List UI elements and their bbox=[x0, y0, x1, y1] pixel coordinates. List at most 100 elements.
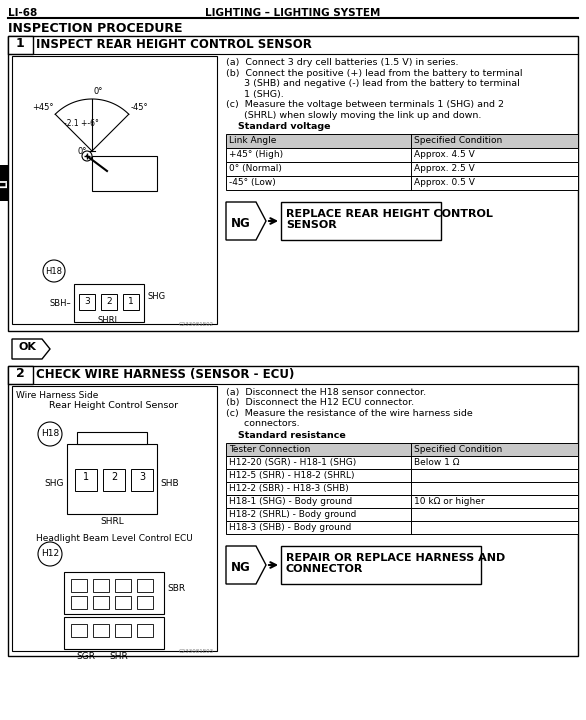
Bar bbox=[92, 156, 157, 191]
Text: +45° (High): +45° (High) bbox=[229, 150, 283, 159]
Text: H12-20 (SGR) - H18-1 (SHG): H12-20 (SGR) - H18-1 (SHG) bbox=[229, 458, 356, 467]
Bar bbox=[67, 444, 157, 514]
Bar bbox=[8, 366, 578, 656]
Bar bbox=[226, 162, 578, 176]
Text: LI: LI bbox=[0, 178, 9, 188]
Text: H12-2 (SBR) - H18-3 (SHB): H12-2 (SBR) - H18-3 (SHB) bbox=[229, 484, 349, 493]
Bar bbox=[226, 176, 578, 190]
Bar bbox=[137, 624, 153, 637]
Text: SHG: SHG bbox=[45, 479, 64, 488]
Bar bbox=[115, 596, 131, 609]
Bar bbox=[75, 469, 97, 491]
Text: Specified Condition: Specified Condition bbox=[414, 445, 502, 454]
Text: 2: 2 bbox=[106, 297, 112, 306]
Bar bbox=[226, 148, 578, 162]
Text: NG: NG bbox=[231, 561, 251, 574]
Text: Approx. 2.5 V: Approx. 2.5 V bbox=[414, 164, 475, 173]
Text: Standard resistance: Standard resistance bbox=[238, 431, 346, 440]
Bar bbox=[71, 596, 87, 609]
Bar bbox=[64, 617, 164, 649]
Bar bbox=[137, 579, 153, 592]
Text: NG: NG bbox=[231, 217, 251, 230]
Bar bbox=[77, 432, 147, 444]
Text: Headlight Beam Level Control ECU: Headlight Beam Level Control ECU bbox=[36, 534, 192, 543]
Bar bbox=[93, 596, 109, 609]
Text: (b)  Disconnect the H12 ECU connector.: (b) Disconnect the H12 ECU connector. bbox=[226, 398, 414, 408]
Text: Specified Condition: Specified Condition bbox=[414, 136, 502, 145]
Bar bbox=[93, 579, 109, 592]
Bar bbox=[71, 624, 87, 637]
Text: 3 (SHB) and negative (-) lead from the battery to terminal: 3 (SHB) and negative (-) lead from the b… bbox=[226, 79, 520, 88]
Text: 1: 1 bbox=[128, 297, 134, 306]
Bar bbox=[103, 469, 125, 491]
Text: 0°: 0° bbox=[93, 87, 103, 96]
Text: SHR: SHR bbox=[110, 652, 128, 661]
Text: (b)  Connect the positive (+) lead from the battery to terminal: (b) Connect the positive (+) lead from t… bbox=[226, 68, 523, 78]
Text: SHG: SHG bbox=[147, 292, 165, 301]
Text: 2: 2 bbox=[16, 367, 25, 380]
Text: (c)  Measure the voltage between terminals 1 (SHG) and 2: (c) Measure the voltage between terminal… bbox=[226, 100, 504, 109]
Text: (c)  Measure the resistance of the wire harness side: (c) Measure the resistance of the wire h… bbox=[226, 409, 473, 418]
Text: SENSOR: SENSOR bbox=[286, 220, 337, 230]
Text: SBR: SBR bbox=[167, 584, 185, 593]
Text: 1: 1 bbox=[16, 37, 25, 50]
Text: Link Angle: Link Angle bbox=[229, 136, 277, 145]
Text: (a)  Connect 3 dry cell batteries (1.5 V) in series.: (a) Connect 3 dry cell batteries (1.5 V)… bbox=[226, 58, 458, 67]
Text: H18: H18 bbox=[46, 266, 63, 276]
Bar bbox=[8, 366, 33, 384]
Text: connectors.: connectors. bbox=[226, 420, 299, 428]
Text: REPAIR OR REPLACE HARNESS AND: REPAIR OR REPLACE HARNESS AND bbox=[286, 553, 505, 563]
Text: -45° (Low): -45° (Low) bbox=[229, 178, 276, 187]
Text: H18-3 (SHB) - Body ground: H18-3 (SHB) - Body ground bbox=[229, 523, 352, 532]
Text: SBH–: SBH– bbox=[49, 299, 71, 308]
Text: H18-2 (SHRL) - Body ground: H18-2 (SHRL) - Body ground bbox=[229, 510, 356, 519]
Text: 1: 1 bbox=[83, 472, 89, 482]
Bar bbox=[64, 572, 164, 614]
Text: SHRL: SHRL bbox=[100, 517, 124, 526]
Text: H12-5 (SHR) - H18-2 (SHRL): H12-5 (SHR) - H18-2 (SHRL) bbox=[229, 471, 355, 480]
Text: 2: 2 bbox=[111, 472, 117, 482]
Bar bbox=[115, 624, 131, 637]
Text: Rear Height Control Sensor: Rear Height Control Sensor bbox=[49, 401, 179, 410]
Text: Approx. 0.5 V: Approx. 0.5 V bbox=[414, 178, 475, 187]
Bar bbox=[226, 134, 578, 148]
Text: 0°: 0° bbox=[77, 146, 87, 156]
Bar bbox=[93, 624, 109, 637]
Text: 1 (SHG).: 1 (SHG). bbox=[226, 89, 284, 99]
Bar bbox=[101, 294, 117, 310]
Bar bbox=[74, 284, 144, 322]
Bar bbox=[226, 443, 578, 456]
Text: SHRL: SHRL bbox=[98, 316, 120, 325]
Text: H12: H12 bbox=[41, 549, 59, 559]
Bar bbox=[71, 579, 87, 592]
Text: REPLACE REAR HEIGHT CONTROL: REPLACE REAR HEIGHT CONTROL bbox=[286, 209, 493, 219]
Text: CONNECTOR: CONNECTOR bbox=[286, 564, 363, 574]
Bar bbox=[12, 386, 217, 651]
Text: Standard voltage: Standard voltage bbox=[238, 122, 331, 131]
Text: Wire Harness Side: Wire Harness Side bbox=[16, 391, 98, 400]
Text: +45°: +45° bbox=[32, 103, 53, 112]
Text: LIGHTING – LIGHTING SYSTEM: LIGHTING – LIGHTING SYSTEM bbox=[205, 8, 381, 18]
Text: OK: OK bbox=[18, 342, 36, 352]
Bar bbox=[226, 508, 578, 521]
Bar bbox=[123, 294, 139, 310]
Text: CHECK WIRE HARNESS (SENSOR - ECU): CHECK WIRE HARNESS (SENSOR - ECU) bbox=[36, 368, 294, 381]
Text: -45°: -45° bbox=[131, 103, 148, 112]
Bar bbox=[12, 56, 217, 324]
Bar bbox=[131, 469, 153, 491]
Text: (SHRL) when slowly moving the link up and down.: (SHRL) when slowly moving the link up an… bbox=[226, 110, 481, 120]
Text: 0° (Normal): 0° (Normal) bbox=[229, 164, 282, 173]
Text: LI-68: LI-68 bbox=[8, 8, 38, 18]
Bar bbox=[8, 36, 33, 54]
Bar bbox=[226, 469, 578, 482]
Bar bbox=[115, 579, 131, 592]
Bar bbox=[226, 521, 578, 534]
Text: INSPECT REAR HEIGHT CONTROL SENSOR: INSPECT REAR HEIGHT CONTROL SENSOR bbox=[36, 38, 312, 51]
Text: Below 1 Ω: Below 1 Ω bbox=[414, 458, 459, 467]
Text: (a)  Disconnect the H18 sensor connector.: (a) Disconnect the H18 sensor connector. bbox=[226, 388, 426, 397]
Text: Tester Connection: Tester Connection bbox=[229, 445, 311, 454]
Bar bbox=[79, 294, 95, 310]
Circle shape bbox=[82, 151, 92, 161]
Bar bbox=[281, 202, 441, 240]
Bar bbox=[8, 36, 578, 331]
